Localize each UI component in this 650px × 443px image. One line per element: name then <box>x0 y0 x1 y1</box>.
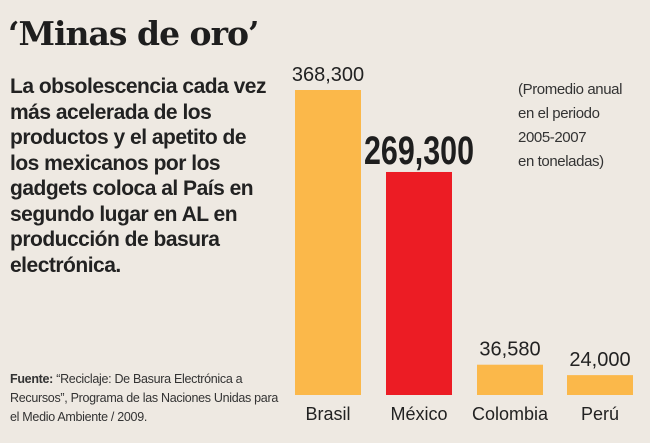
value-label: 36,580 <box>479 339 540 361</box>
bar-brasil <box>295 90 361 395</box>
category-label: Perú <box>581 404 619 424</box>
units-note-line: en toneladas) <box>518 153 604 170</box>
value-label: 24,000 <box>569 349 630 371</box>
value-label: 368,300 <box>292 64 364 86</box>
bar-colombia <box>477 364 543 395</box>
source-text: “Reciclaje: De Basura Electrónica a Recu… <box>10 372 278 424</box>
category-label: Colombia <box>472 404 549 424</box>
units-note: (Promedio anual en el periodo 2005-2007 … <box>518 78 622 174</box>
source-label: Fuente: <box>10 372 54 386</box>
lead-text: La obsolescencia cada vez más acelerada … <box>10 75 266 277</box>
value-label: 269,300 <box>364 129 474 173</box>
title: ‘Minas de oro’ <box>8 14 259 53</box>
units-note-line: (Promedio anual <box>518 81 623 98</box>
bar-méxico <box>386 171 452 395</box>
bar-perú <box>567 375 633 395</box>
category-label: México <box>390 404 447 424</box>
units-note-line: 2005-2007 <box>518 129 587 146</box>
source-note: Fuente: “Reciclaje: De Basura Electrónic… <box>10 370 280 427</box>
units-note-line: en el periodo <box>518 105 600 122</box>
category-label: Brasil <box>305 404 350 424</box>
